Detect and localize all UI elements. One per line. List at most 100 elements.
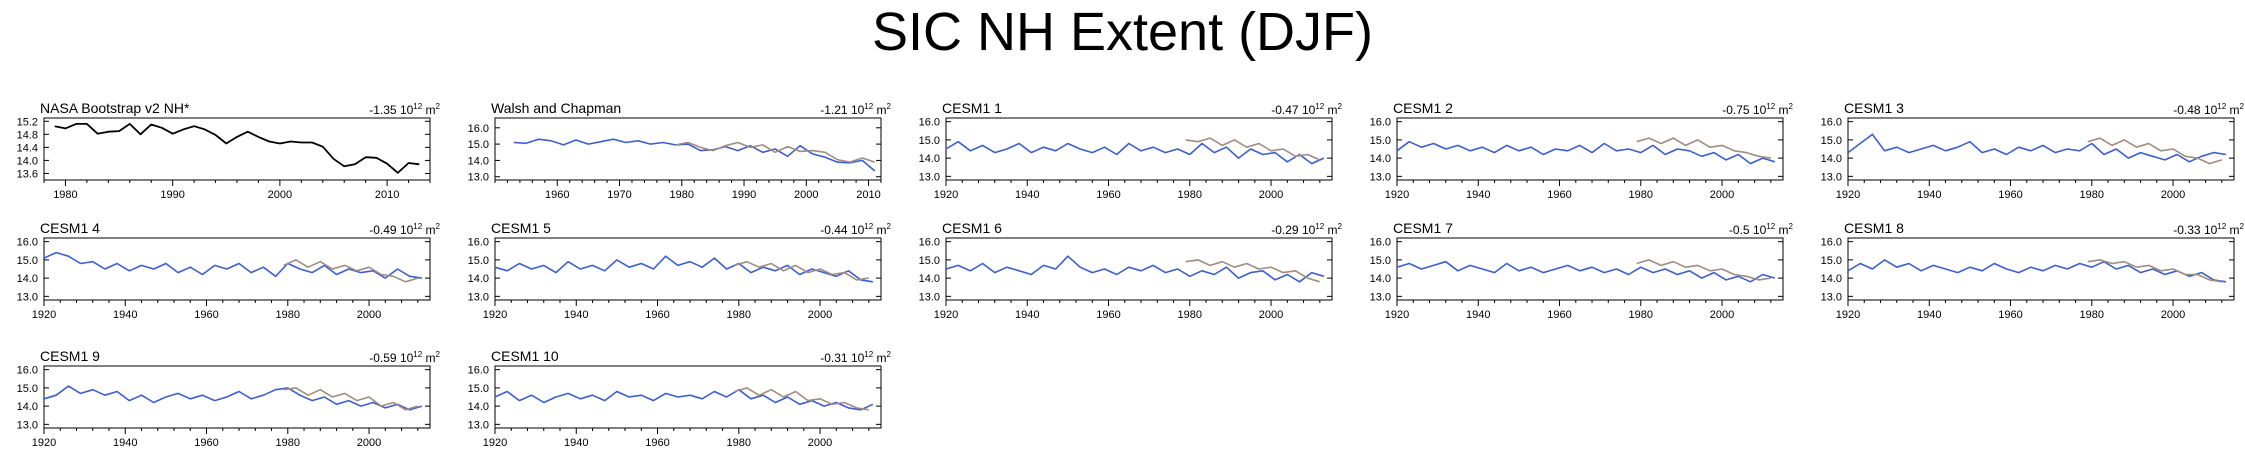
x-tick-label: 1940 xyxy=(564,309,588,321)
trend-unit-meter-exponent: 2 xyxy=(1788,222,1793,231)
y-tick-label: 14.0 xyxy=(17,155,38,167)
trend-value: -0.29 1012 m2 xyxy=(1271,222,1342,237)
x-tick-label: 1980 xyxy=(2080,189,2104,201)
y-tick-label: 13.0 xyxy=(468,419,489,431)
model-series-line xyxy=(1847,133,2227,163)
trend-unit-meter: m xyxy=(2229,223,2240,237)
trend-number: -0.49 xyxy=(369,223,397,237)
x-tick-label: 1970 xyxy=(607,189,631,201)
model-series-line xyxy=(945,140,1325,165)
x-tick-label: 2000 xyxy=(1259,309,1283,321)
plot-frame xyxy=(43,237,431,301)
y-tick-label: 16.0 xyxy=(919,117,940,129)
x-tick-label: 1940 xyxy=(1917,189,1941,201)
trend-unit-exponent: 12 xyxy=(864,102,874,111)
line-chart: 1960 1970 1980 1990 2000 2010 13.0 14.0 15.0 16.0 xyxy=(468,117,882,201)
model-series-line xyxy=(945,255,1325,283)
x-tick-label: 2000 xyxy=(1710,309,1734,321)
y-tick-label: 14.0 xyxy=(468,273,489,285)
y-tick-label: 16.0 xyxy=(17,365,38,377)
y-tick-label: 15.0 xyxy=(468,255,489,267)
y-tick-label: 16.0 xyxy=(919,237,940,249)
chart-panel: NASA Bootstrap v2 NH* -1.35 1012 m2 1980 19… xyxy=(17,98,440,218)
trend-unit-meter-exponent: 2 xyxy=(1337,222,1342,231)
trend-unit-exponent: 12 xyxy=(413,350,423,359)
x-tick-label: 2000 xyxy=(357,309,381,321)
trend-number: -0.29 xyxy=(1271,223,1299,237)
trend-unit-base: 10 xyxy=(2203,103,2218,117)
x-tick-label: 1980 xyxy=(727,309,751,321)
x-tick-label: 2000 xyxy=(794,189,818,201)
y-tick-label: 15.0 xyxy=(919,255,940,267)
trend-unit-exponent: 12 xyxy=(864,222,874,231)
x-tick-label: 2000 xyxy=(357,437,381,449)
y-tick-label: 16.0 xyxy=(1821,117,1842,129)
x-tick-label: 2010 xyxy=(375,189,399,201)
trend-number: -1.21 xyxy=(820,103,848,117)
plot-frame xyxy=(1396,117,1784,181)
model-series-line xyxy=(1847,259,2227,283)
y-tick-label: 14.0 xyxy=(468,155,489,167)
x-tick-label: 1960 xyxy=(1096,189,1120,201)
trend-value: -0.44 1012 m2 xyxy=(820,222,891,237)
plot-frame xyxy=(1847,237,2235,301)
y-tick-label: 15.0 xyxy=(919,135,940,147)
model-series-line xyxy=(1396,260,1776,283)
chart-panel: CESM1 1 -0.47 1012 m2 1920 1940 1960 1980 2000… xyxy=(919,98,1342,218)
trend-unit-meter-exponent: 2 xyxy=(886,102,891,111)
y-tick-label: 14.0 xyxy=(919,273,940,285)
x-tick-label: 1960 xyxy=(1547,189,1571,201)
x-tick-label: 1960 xyxy=(194,437,218,449)
trend-value: -1.35 1012 m2 xyxy=(369,102,440,117)
reference-series-line xyxy=(283,259,419,283)
trend-number: -0.47 xyxy=(1271,103,1299,117)
trend-unit-meter: m xyxy=(876,103,887,117)
trend-unit-meter-exponent: 2 xyxy=(2239,102,2244,111)
trend-unit-base: 10 xyxy=(399,223,414,237)
panel-title: CESM1 9 xyxy=(40,348,100,364)
trend-number: -0.75 xyxy=(1722,103,1750,117)
panel-title: CESM1 1 xyxy=(942,100,1002,116)
trend-unit-base: 10 xyxy=(1301,223,1316,237)
y-tick-label: 15.0 xyxy=(17,383,38,395)
panel-title: CESM1 2 xyxy=(1393,100,1453,116)
x-tick-label: 2000 xyxy=(808,437,832,449)
trend-unit-base: 10 xyxy=(850,103,865,117)
trend-unit-base: 10 xyxy=(399,103,414,117)
x-tick-label: 1960 xyxy=(645,309,669,321)
observed-series-line xyxy=(54,122,420,174)
trend-unit-meter: m xyxy=(876,223,887,237)
trend-value: -0.75 1012 m2 xyxy=(1722,102,1793,117)
x-tick-label: 1920 xyxy=(934,189,958,201)
reference-series-line xyxy=(1185,259,1321,283)
y-tick-label: 15.0 xyxy=(468,139,489,151)
x-tick-label: 1940 xyxy=(1015,189,1039,201)
x-tick-label: 2000 xyxy=(1259,189,1283,201)
x-tick-label: 1920 xyxy=(483,309,507,321)
trend-unit-exponent: 12 xyxy=(413,222,423,231)
y-tick-label: 13.6 xyxy=(17,168,38,180)
trend-unit-meter: m xyxy=(2229,103,2240,117)
trend-unit-meter: m xyxy=(1327,103,1338,117)
line-chart: 1920 1940 1960 1980 2000 13.0 14.0 15.0 16.0 xyxy=(1370,117,1784,201)
trend-value: -0.59 1012 m2 xyxy=(369,350,440,365)
x-tick-label: 1980 xyxy=(670,189,694,201)
x-tick-label: 1920 xyxy=(1385,309,1409,321)
trend-unit-base: 10 xyxy=(850,351,865,365)
x-tick-label: 1920 xyxy=(934,309,958,321)
plot-frame xyxy=(494,365,882,429)
model-series-line xyxy=(43,385,423,411)
y-tick-label: 15.0 xyxy=(1370,135,1391,147)
trend-unit-meter-exponent: 2 xyxy=(886,350,891,359)
panel-title: Walsh and Chapman xyxy=(491,100,622,116)
plot-frame xyxy=(1847,117,2235,181)
model-series-line xyxy=(1396,140,1776,165)
chart-panel: CESM1 10 -0.31 1012 m2 1920 1940 1960 1980 200… xyxy=(468,346,891,466)
trend-unit-base: 10 xyxy=(1752,103,1767,117)
y-tick-label: 15.0 xyxy=(468,383,489,395)
reference-series-line xyxy=(1636,259,1771,281)
trend-unit-meter-exponent: 2 xyxy=(1788,102,1793,111)
trend-unit-exponent: 12 xyxy=(1766,222,1776,231)
chart-panel: CESM1 9 -0.59 1012 m2 1920 1940 1960 1980 2000… xyxy=(17,346,440,466)
trend-unit-meter: m xyxy=(425,351,436,365)
